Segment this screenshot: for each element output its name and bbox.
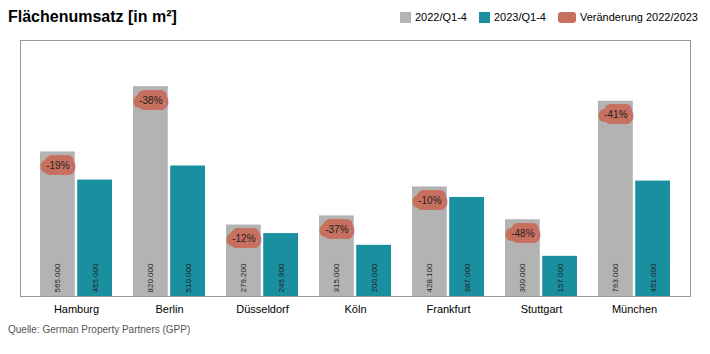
svg-text:820.000: 820.000 <box>146 263 155 292</box>
svg-text:315.000: 315.000 <box>332 263 341 292</box>
svg-text:Köln: Köln <box>344 303 366 315</box>
svg-text:455.000: 455.000 <box>91 263 100 292</box>
svg-text:451.000: 451.000 <box>649 263 658 292</box>
svg-text:-48%: -48% <box>511 228 534 239</box>
html-text:Flächenumsatz [in m²]: Flächenumsatz [in m²] <box>8 8 177 25</box>
svg-text:157.000: 157.000 <box>556 263 565 292</box>
svg-text:300.000: 300.000 <box>518 263 527 292</box>
svg-text:Berlin: Berlin <box>155 303 183 315</box>
svg-text:-10%: -10% <box>418 195 441 206</box>
svg-text:565.000: 565.000 <box>53 263 62 292</box>
svg-text:200.000: 200.000 <box>370 263 379 292</box>
svg-text:-19%: -19% <box>46 160 69 171</box>
svg-text:510.000: 510.000 <box>184 263 193 292</box>
html-text:Veränderung 2022/2023: Veränderung 2022/2023 <box>579 11 698 23</box>
svg-text:München: München <box>612 303 657 315</box>
svg-text:-37%: -37% <box>325 224 348 235</box>
svg-text:Frankfurt: Frankfurt <box>426 303 470 315</box>
svg-text:-12%: -12% <box>232 233 255 244</box>
svg-text:-38%: -38% <box>139 95 162 106</box>
svg-text:387.000: 387.000 <box>463 263 472 292</box>
svg-text:-41%: -41% <box>604 109 627 120</box>
svg-text:428.100: 428.100 <box>425 263 434 292</box>
html-text:2023/Q1-4: 2023/Q1-4 <box>494 11 546 23</box>
svg-text:763.000: 763.000 <box>611 263 620 292</box>
svg-text:Düsseldorf: Düsseldorf <box>236 303 290 315</box>
svg-text:245.900: 245.900 <box>277 263 286 292</box>
svg-text:Hamburg: Hamburg <box>54 303 99 315</box>
html-text:2022/Q1-4: 2022/Q1-4 <box>415 11 467 23</box>
html-text:Quelle: German Property Partne: Quelle: German Property Partners (GPP) <box>8 324 191 335</box>
svg-text:Stuttgart: Stuttgart <box>521 303 563 315</box>
svg-text:279.200: 279.200 <box>239 263 248 292</box>
